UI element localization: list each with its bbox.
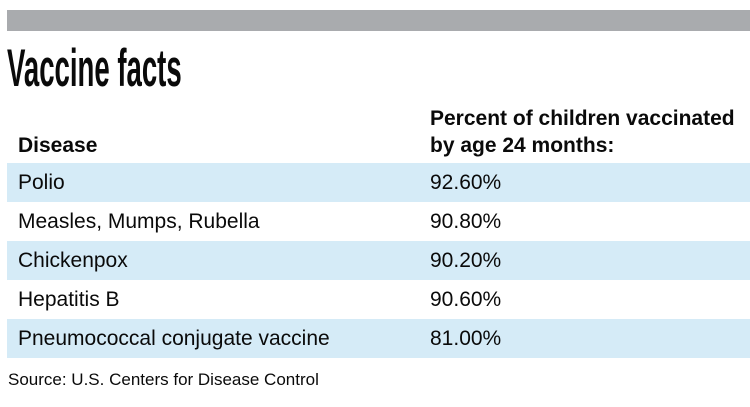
percent-cell: 90.60%	[430, 287, 502, 311]
column-header-percent: Percent of children vaccinated by age 24…	[430, 107, 735, 157]
percent-cell: 90.80%	[430, 209, 502, 233]
disease-cell: Chickenpox	[18, 248, 128, 272]
disease-cell: Measles, Mumps, Rubella	[18, 209, 260, 233]
column-header-disease: Disease	[18, 134, 98, 157]
table-header-row: Disease Percent of children vaccinated b…	[7, 100, 750, 163]
table-row: Chickenpox 90.20%	[7, 241, 750, 280]
table-row: Measles, Mumps, Rubella 90.80%	[7, 202, 750, 241]
top-gray-bar	[7, 10, 750, 31]
vaccine-table: Disease Percent of children vaccinated b…	[7, 100, 750, 358]
percent-cell: 81.00%	[430, 326, 502, 350]
page-title-text: Vaccine facts	[7, 39, 182, 98]
page-title: Vaccine facts	[7, 42, 343, 95]
table-body: Polio 92.60% Measles, Mumps, Rubella 90.…	[7, 163, 750, 358]
disease-cell: Polio	[18, 170, 65, 194]
disease-cell: Hepatitis B	[18, 287, 120, 311]
disease-cell: Pneumococcal conjugate vaccine	[18, 326, 330, 350]
table-row: Hepatitis B 90.60%	[7, 280, 750, 319]
table-row: Polio 92.60%	[7, 163, 750, 202]
percent-cell: 90.20%	[430, 248, 502, 272]
table-row: Pneumococcal conjugate vaccine 81.00%	[7, 319, 750, 358]
source-note: Source: U.S. Centers for Disease Control	[8, 370, 319, 389]
percent-cell: 92.60%	[430, 170, 502, 194]
